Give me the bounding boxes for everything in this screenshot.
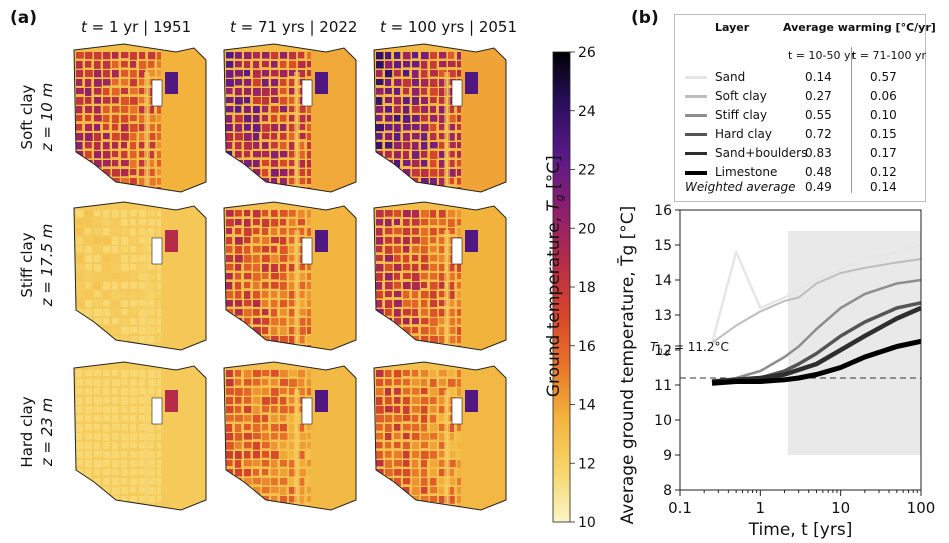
temperature-chart: 0.1 1 10 100 8 9 10 11 12 13 14 15 16 Time, t [yrs] Av… bbox=[616, 203, 936, 540]
legend-row-b: 0.17 bbox=[870, 146, 897, 160]
legend-row-name: Soft clay bbox=[715, 89, 767, 103]
legend-table: Layer Average warming [°C/yr] t = 10-50 … bbox=[674, 14, 936, 202]
map-r2-c3 bbox=[373, 201, 507, 351]
colorbar-tick-label: 24 bbox=[578, 104, 596, 120]
colorbar-tick-label: 26 bbox=[578, 45, 596, 61]
legend-row-a: 0.72 bbox=[805, 127, 832, 141]
legend-row-a: 0.48 bbox=[805, 165, 832, 179]
map-r3-c1 bbox=[73, 361, 207, 511]
map-r2-c2 bbox=[223, 201, 357, 351]
column-header-3: t = 100 yrs | 2051 bbox=[380, 18, 518, 36]
panel-a-label: (a) bbox=[10, 8, 38, 28]
y-tick-label: 15 bbox=[654, 238, 672, 254]
legend-row-name: Hard clay bbox=[715, 127, 772, 141]
colorbar-tick-label: 20 bbox=[578, 221, 596, 237]
series-line-sand bbox=[710, 243, 922, 344]
series-line-limestone bbox=[711, 338, 922, 386]
column-header-1: t = 1 yr | 1951 bbox=[81, 18, 192, 36]
legend-row-a: 0.55 bbox=[805, 108, 832, 122]
colorbar-tick-label: 16 bbox=[578, 339, 596, 355]
map-r1-c2 bbox=[223, 43, 357, 193]
legend-weighted-b: 0.14 bbox=[870, 180, 897, 194]
series-line-soft-clay bbox=[711, 258, 922, 344]
colorbar-tick-label: 18 bbox=[578, 280, 596, 296]
legend-swatch bbox=[685, 76, 707, 79]
legend-row-name: Limestone bbox=[715, 165, 778, 179]
legend-swatch bbox=[685, 133, 707, 136]
y-tick-label: 10 bbox=[654, 413, 672, 429]
legend-swatch bbox=[685, 171, 707, 175]
x-tick-label: 10 bbox=[831, 499, 850, 517]
legend-sub-1: t = 10-50 yr bbox=[788, 49, 856, 62]
legend-weighted-a: 0.49 bbox=[805, 180, 832, 194]
x-tick-label: 0.1 bbox=[668, 499, 692, 517]
y-tick-label: 14 bbox=[654, 273, 672, 289]
legend-row-b: 0.15 bbox=[870, 127, 897, 141]
panel-b-label: (b) bbox=[631, 8, 659, 28]
colorbar-title: Ground temperature, Tg [°C] bbox=[543, 155, 567, 398]
map-r1-c1 bbox=[73, 43, 207, 193]
colorbar-tick-label: 10 bbox=[578, 515, 596, 531]
legend-swatch bbox=[685, 152, 707, 155]
y-tick-label: 9 bbox=[663, 448, 672, 464]
map-r2-c1 bbox=[73, 201, 207, 351]
map-r3-c2 bbox=[223, 361, 357, 511]
series-line-stiff-clay bbox=[711, 278, 922, 383]
y-tick-label: 12 bbox=[654, 343, 672, 359]
legend-row-name: Sand bbox=[715, 70, 746, 84]
y-tick-label: 11 bbox=[654, 378, 672, 394]
map-r3-c3 bbox=[373, 361, 507, 511]
legend-row-a: 0.83 bbox=[805, 146, 832, 160]
legend-row-b: 0.12 bbox=[870, 165, 897, 179]
y-tick-label: 16 bbox=[654, 203, 672, 219]
legend-row-a: 0.27 bbox=[805, 89, 832, 103]
temperature-maps bbox=[73, 43, 507, 511]
y-tick-label: 8 bbox=[663, 483, 672, 499]
reference-annotation: T0,g = 11.2°C bbox=[650, 340, 729, 357]
legend-col-layer: Layer bbox=[715, 21, 750, 34]
x-axis-label: Time, t [yrs] bbox=[748, 520, 853, 540]
legend-row-a: 0.14 bbox=[805, 70, 832, 84]
legend-divider bbox=[851, 47, 852, 193]
legend-row-b: 0.10 bbox=[870, 108, 897, 122]
map-r1-c3 bbox=[373, 43, 507, 193]
x-tick-label: 100 bbox=[907, 499, 936, 517]
legend-col-warming: Average warming [°C/yr] bbox=[783, 21, 936, 34]
legend-swatch bbox=[685, 95, 707, 98]
colorbar-tick-label: 12 bbox=[578, 456, 596, 472]
y-tick-label: 13 bbox=[654, 308, 672, 324]
legend-row-name: Sand+boulders bbox=[715, 146, 808, 160]
y-axis-label: Average ground temperature, T̄g [°C] bbox=[616, 206, 638, 525]
legend-weighted-label: Weighted average bbox=[685, 180, 796, 194]
legend-sub-2: t = 71-100 yr bbox=[852, 49, 927, 62]
legend-row-name: Stiff clay bbox=[715, 108, 768, 122]
legend-row-b: 0.57 bbox=[870, 70, 897, 84]
x-tick-label: 1 bbox=[756, 499, 766, 517]
legend-row-b: 0.06 bbox=[870, 89, 897, 103]
colorbar-tick-label: 14 bbox=[578, 398, 596, 414]
column-header-2: t = 71 yrs | 2022 bbox=[230, 18, 358, 36]
legend-swatch bbox=[685, 114, 707, 117]
colorbar-tick-label: 22 bbox=[578, 163, 596, 179]
colorbar: 10 12 14 16 18 20 22 24 26 bbox=[552, 45, 596, 531]
